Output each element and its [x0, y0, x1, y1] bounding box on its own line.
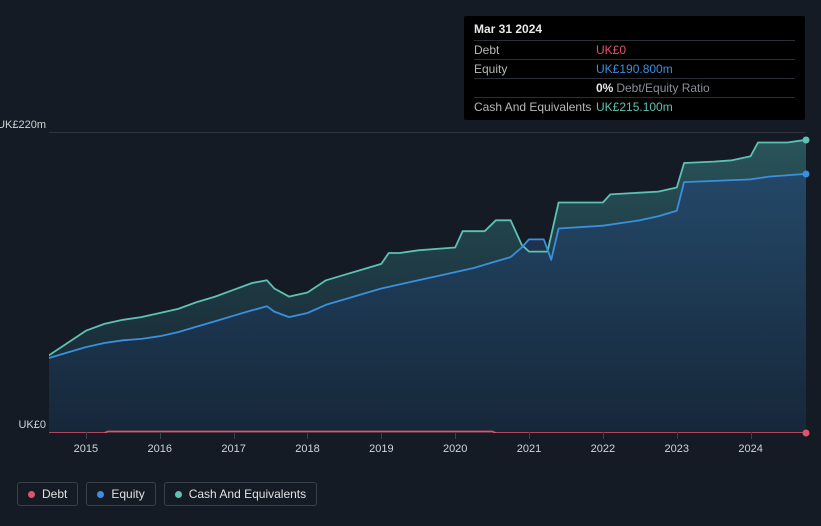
- tooltip-row-equity: Equity UK£190.800m: [474, 59, 795, 78]
- x-tick-label: 2022: [591, 443, 615, 455]
- tooltip-value-equity: UK£190.800m: [596, 62, 673, 76]
- tooltip-label: Equity: [474, 62, 596, 76]
- ratio-pct: 0%: [596, 81, 613, 95]
- x-tick-label: 2019: [369, 443, 393, 455]
- legend-dot-cash: [175, 491, 182, 498]
- end-marker-equity: [803, 170, 810, 177]
- legend-label: Equity: [111, 487, 144, 501]
- x-tick-label: 2023: [665, 443, 689, 455]
- x-tick-label: 2016: [148, 443, 172, 455]
- tooltip-label: [474, 81, 596, 95]
- tooltip-value-debt: UK£0: [596, 43, 626, 57]
- legend: Debt Equity Cash And Equivalents: [17, 482, 317, 506]
- chart-series: [49, 133, 806, 433]
- plot-area[interactable]: [49, 132, 806, 432]
- ratio-text: Debt/Equity Ratio: [616, 81, 709, 95]
- x-tick-label: 2017: [221, 443, 245, 455]
- y-axis-label-top: UK£220m: [0, 119, 46, 131]
- x-tick-label: 2021: [517, 443, 541, 455]
- tooltip-value-cash: UK£215.100m: [596, 100, 673, 114]
- x-tick-label: 2024: [738, 443, 762, 455]
- tooltip-row-ratio: 0%Debt/Equity Ratio: [474, 78, 795, 97]
- x-tick-lines: [49, 432, 806, 439]
- x-tick-label: 2015: [74, 443, 98, 455]
- legend-label: Debt: [42, 487, 67, 501]
- x-tick-label: 2020: [443, 443, 467, 455]
- legend-item-cash[interactable]: Cash And Equivalents: [164, 482, 317, 506]
- legend-dot-equity: [97, 491, 104, 498]
- tooltip-value-ratio: 0%Debt/Equity Ratio: [596, 81, 710, 95]
- legend-item-equity[interactable]: Equity: [86, 482, 155, 506]
- x-axis: 2015 2016 2017 2018 2019 2020 2021 2022 2023 2024: [49, 439, 806, 459]
- legend-dot-debt: [28, 491, 35, 498]
- tooltip-date: Mar 31 2024: [474, 22, 795, 40]
- end-marker-cash: [803, 136, 810, 143]
- tooltip-row-cash: Cash And Equivalents UK£215.100m: [474, 97, 795, 116]
- legend-item-debt[interactable]: Debt: [17, 482, 78, 506]
- legend-label: Cash And Equivalents: [189, 487, 306, 501]
- tooltip-label: Debt: [474, 43, 596, 57]
- debt-equity-chart[interactable]: UK£220m UK£0 201520162017201820192020202…: [17, 125, 806, 465]
- chart-tooltip: Mar 31 2024 Debt UK£0 Equity UK£190.800m…: [464, 16, 805, 120]
- x-tick-label: 2018: [295, 443, 319, 455]
- tooltip-label: Cash And Equivalents: [474, 100, 596, 114]
- y-axis-label-bottom: UK£0: [18, 419, 46, 431]
- tooltip-row-debt: Debt UK£0: [474, 40, 795, 59]
